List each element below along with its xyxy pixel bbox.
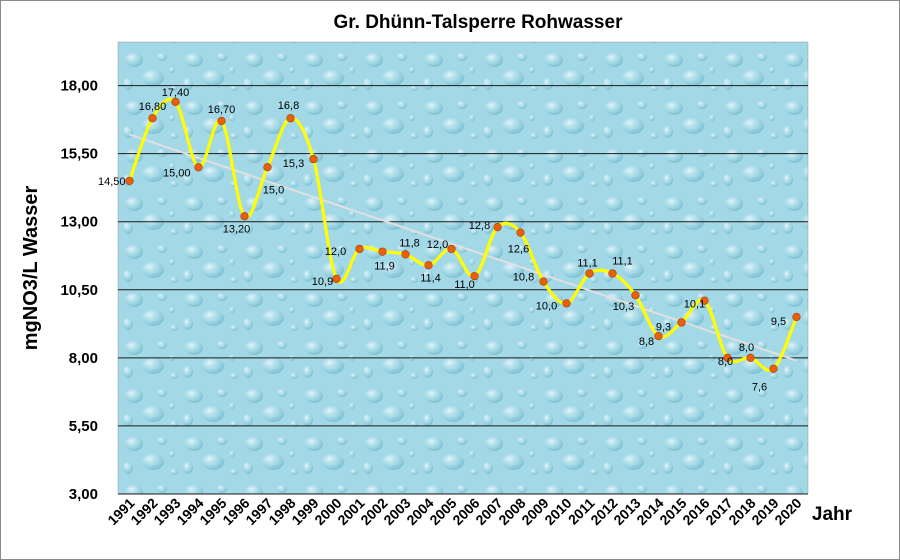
y-axis-label: mgNO3/L Wasser bbox=[20, 186, 42, 351]
chart-title: Gr. Dhünn-Talsperre Rohwasser bbox=[334, 12, 624, 33]
y-tick-label: 10,50 bbox=[60, 282, 98, 299]
data-label: 9,3 bbox=[656, 321, 671, 333]
data-point bbox=[516, 228, 525, 237]
x-axis-ticks: 1991199219931994199519961997199819992000… bbox=[104, 495, 804, 528]
data-label: 8,0 bbox=[718, 356, 733, 368]
data-label: 8,0 bbox=[739, 342, 754, 354]
data-label: 10,1 bbox=[684, 299, 705, 311]
data-label: 11,1 bbox=[577, 257, 598, 269]
data-point bbox=[148, 114, 157, 123]
data-point bbox=[355, 244, 364, 254]
y-tick-label: 8,00 bbox=[69, 350, 98, 367]
plot-area bbox=[117, 41, 809, 495]
data-point bbox=[792, 312, 801, 322]
data-label: 16,70 bbox=[208, 104, 236, 116]
data-point bbox=[401, 250, 410, 259]
data-label: 7,6 bbox=[752, 382, 767, 394]
data-label: 8,8 bbox=[639, 336, 654, 348]
data-point bbox=[700, 296, 709, 305]
data-label: 12,0 bbox=[427, 239, 448, 251]
data-point bbox=[125, 176, 134, 185]
data-label: 11,8 bbox=[399, 237, 420, 249]
data-label: 10,3 bbox=[613, 301, 634, 313]
data-point bbox=[263, 163, 272, 172]
data-point bbox=[493, 223, 502, 232]
data-labels: 14,50 16,80 17,40 15,00 16,70 13,20 15,0 16,8 15… bbox=[98, 87, 786, 394]
x-tick-label: 2020 bbox=[771, 495, 804, 528]
data-point bbox=[654, 331, 663, 341]
x-axis-label: Jahr bbox=[812, 504, 853, 525]
y-tick-label: 5,50 bbox=[69, 418, 98, 435]
data-point bbox=[585, 269, 594, 278]
data-point bbox=[240, 212, 249, 221]
data-point bbox=[217, 116, 226, 126]
data-label: 11,4 bbox=[420, 272, 441, 284]
data-label: 12,6 bbox=[508, 244, 529, 256]
data-point bbox=[723, 353, 732, 362]
y-axis-ticks: 3,00 5,50 8,00 10,50 13,00 15,50 18,00 bbox=[60, 78, 98, 503]
data-label: 13,20 bbox=[223, 223, 251, 235]
series-group bbox=[125, 97, 801, 373]
data-label: 11,9 bbox=[374, 261, 395, 273]
data-point bbox=[332, 274, 341, 283]
data-point bbox=[608, 269, 617, 278]
data-point bbox=[631, 291, 640, 300]
data-point bbox=[539, 277, 548, 286]
data-label: 15,3 bbox=[283, 158, 304, 170]
data-label: 11,1 bbox=[612, 255, 633, 267]
data-point bbox=[309, 154, 318, 164]
data-label: 15,0 bbox=[263, 184, 284, 196]
data-point bbox=[286, 114, 295, 123]
data-point bbox=[470, 272, 479, 281]
data-point bbox=[194, 163, 203, 172]
data-point bbox=[424, 261, 433, 270]
data-point bbox=[746, 353, 755, 362]
data-point bbox=[447, 244, 456, 254]
data-point bbox=[562, 299, 571, 308]
gridlines bbox=[118, 85, 808, 495]
data-point bbox=[378, 247, 387, 256]
data-point bbox=[769, 364, 778, 373]
data-label: 15,00 bbox=[163, 167, 191, 179]
y-tick-label: 15,50 bbox=[60, 146, 98, 163]
data-label: 14,50 bbox=[98, 176, 126, 188]
y-tick-label: 3,00 bbox=[69, 486, 98, 503]
data-label: 17,40 bbox=[162, 87, 190, 99]
data-label: 16,80 bbox=[139, 101, 167, 113]
data-label: 9,5 bbox=[771, 316, 786, 328]
data-label: 10,8 bbox=[513, 272, 534, 284]
y-tick-label: 18,00 bbox=[60, 78, 98, 95]
data-label: 12,8 bbox=[469, 220, 490, 232]
data-point bbox=[171, 97, 180, 107]
data-label: 16,8 bbox=[278, 100, 299, 112]
data-label: 10,0 bbox=[536, 300, 557, 312]
data-label: 11,0 bbox=[454, 279, 475, 291]
data-label: 10,9 bbox=[312, 276, 333, 288]
y-tick-label: 13,00 bbox=[60, 214, 98, 231]
data-point bbox=[677, 318, 686, 327]
data-label: 12,0 bbox=[325, 246, 346, 258]
